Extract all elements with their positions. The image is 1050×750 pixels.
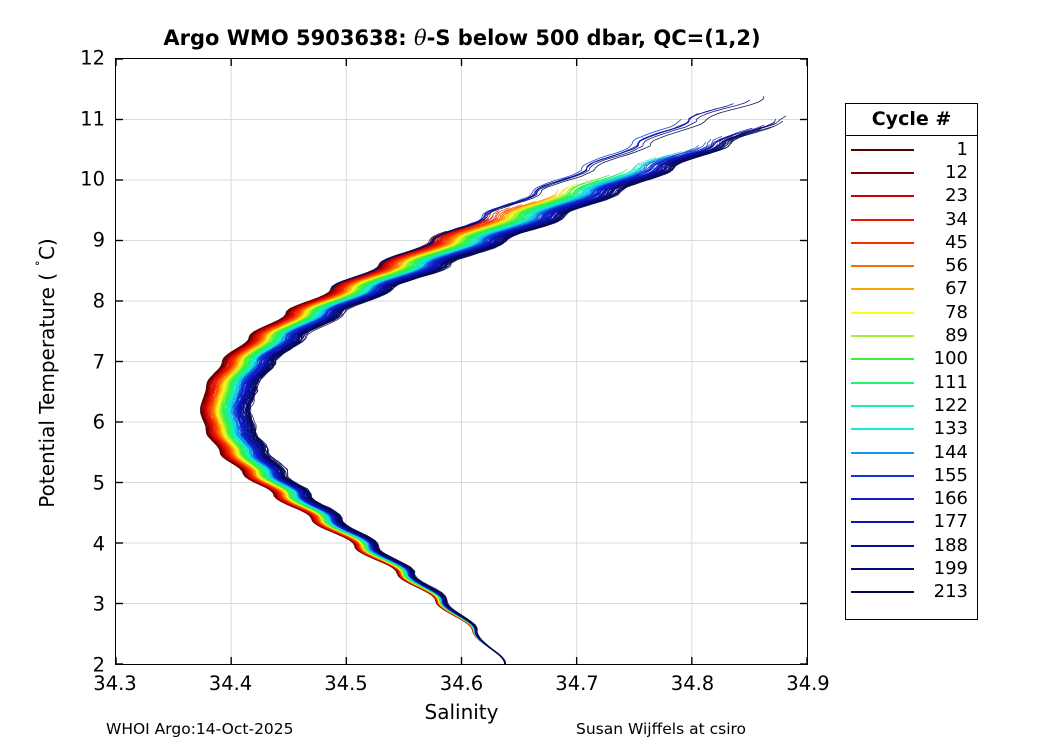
legend-row[interactable]: 1 bbox=[846, 138, 977, 161]
y-tick-label: 4 bbox=[92, 532, 105, 556]
legend-label: 89 bbox=[945, 325, 968, 347]
legend-color-swatch bbox=[851, 591, 914, 594]
legend-title: Cycle # bbox=[846, 104, 977, 136]
legend-row[interactable]: 12 bbox=[846, 161, 977, 184]
y-tick-label: 11 bbox=[80, 107, 105, 131]
legend-color-swatch bbox=[851, 567, 914, 570]
gridlines bbox=[116, 59, 807, 664]
tick-marks bbox=[116, 59, 807, 664]
legend-label: 56 bbox=[945, 255, 968, 277]
legend-row[interactable]: 144 bbox=[846, 441, 977, 464]
legend-label: 67 bbox=[945, 278, 968, 300]
legend-label: 166 bbox=[933, 488, 968, 510]
x-tick-label: 34.6 bbox=[439, 672, 484, 695]
x-tick-label: 34.7 bbox=[555, 672, 599, 695]
legend-row[interactable]: 188 bbox=[846, 534, 977, 557]
legend-color-swatch bbox=[851, 498, 914, 501]
legend-label: 177 bbox=[933, 511, 968, 533]
legend-color-swatch bbox=[851, 195, 914, 198]
legend-row[interactable]: 166 bbox=[846, 487, 977, 510]
legend-row[interactable]: 34 bbox=[846, 208, 977, 231]
legend-color-swatch bbox=[851, 381, 914, 384]
legend-color-swatch bbox=[851, 404, 914, 407]
plot-axes bbox=[115, 58, 808, 665]
legend-label: 199 bbox=[933, 557, 968, 579]
legend-row[interactable]: 177 bbox=[846, 511, 977, 534]
theta-s-profiles bbox=[200, 115, 787, 664]
legend-color-swatch bbox=[851, 335, 914, 338]
legend-items: 1 12 23 34 45 56 67 78 89 100 111 122 133 144 155 166 17… bbox=[846, 136, 977, 604]
legend-color-swatch bbox=[851, 451, 914, 454]
legend-color-swatch bbox=[851, 241, 914, 244]
legend-row[interactable]: 78 bbox=[846, 301, 977, 324]
y-tick-label: 5 bbox=[92, 471, 105, 495]
legend-color-swatch bbox=[851, 544, 914, 547]
legend-label: 133 bbox=[933, 418, 968, 440]
y-axis-label: Potential Temperature ( ˚C) bbox=[35, 238, 59, 508]
legend: Cycle # 1 12 23 34 45 56 67 78 89 100 111 122 133 144… bbox=[845, 103, 978, 620]
legend-color-swatch bbox=[851, 474, 914, 477]
y-tick-label: 9 bbox=[92, 228, 105, 252]
y-tick-label: 3 bbox=[92, 592, 105, 616]
footer-author: Susan Wijffels at csiro bbox=[576, 720, 747, 738]
legend-label: 155 bbox=[933, 464, 968, 486]
legend-label: 188 bbox=[933, 534, 968, 556]
legend-row[interactable]: 155 bbox=[846, 464, 977, 487]
legend-label: 1 bbox=[956, 138, 968, 160]
legend-label: 213 bbox=[933, 581, 968, 603]
legend-row[interactable]: 23 bbox=[846, 185, 977, 208]
legend-label: 100 bbox=[933, 348, 968, 370]
page-title: Argo WMO 5903638: θ-S below 500 dbar, QC… bbox=[115, 26, 809, 50]
theta-s-plot-canvas bbox=[116, 59, 807, 664]
x-tick-label: 34.5 bbox=[324, 672, 368, 695]
legend-color-swatch bbox=[851, 218, 914, 221]
legend-row[interactable]: 213 bbox=[846, 581, 977, 604]
y-tick-label: 10 bbox=[80, 167, 105, 191]
legend-label: 34 bbox=[945, 208, 968, 230]
footer-source: WHOI Argo:14-Oct-2025 bbox=[106, 720, 294, 738]
y-tick-label: 6 bbox=[92, 410, 105, 434]
legend-row[interactable]: 199 bbox=[846, 557, 977, 580]
x-tick-label: 34.4 bbox=[208, 672, 253, 695]
legend-color-swatch bbox=[851, 358, 914, 361]
legend-label: 23 bbox=[945, 185, 968, 207]
legend-color-swatch bbox=[851, 148, 914, 151]
y-tick-label: 2 bbox=[92, 653, 105, 677]
legend-row[interactable]: 111 bbox=[846, 371, 977, 394]
legend-color-swatch bbox=[851, 311, 914, 314]
legend-row[interactable]: 100 bbox=[846, 348, 977, 371]
y-tick-label: 12 bbox=[80, 46, 105, 70]
x-tick-label: 34.3 bbox=[93, 672, 137, 695]
legend-row[interactable]: 133 bbox=[846, 418, 977, 441]
legend-label: 12 bbox=[945, 161, 968, 183]
legend-color-swatch bbox=[851, 428, 914, 431]
x-axis-label: Salinity bbox=[424, 700, 499, 724]
title-suffix: -S below 500 dbar, QC=(1,2) bbox=[426, 26, 761, 50]
x-tick-label: 34.9 bbox=[786, 672, 830, 695]
legend-color-swatch bbox=[851, 521, 914, 524]
legend-row[interactable]: 45 bbox=[846, 231, 977, 254]
legend-color-swatch bbox=[851, 265, 914, 268]
legend-row[interactable]: 89 bbox=[846, 324, 977, 347]
legend-color-swatch bbox=[851, 288, 914, 291]
legend-label: 78 bbox=[945, 301, 968, 323]
legend-row[interactable]: 67 bbox=[846, 278, 977, 301]
x-tick-label: 34.8 bbox=[670, 672, 715, 695]
legend-label: 111 bbox=[933, 371, 968, 393]
legend-label: 144 bbox=[933, 441, 968, 463]
y-tick-label: 8 bbox=[92, 289, 105, 313]
legend-label: 45 bbox=[945, 231, 968, 253]
degree-symbol: ˚ bbox=[36, 260, 51, 267]
legend-row[interactable]: 122 bbox=[846, 394, 977, 417]
y-tick-label: 7 bbox=[92, 350, 105, 373]
theta-symbol: θ bbox=[413, 26, 427, 50]
legend-color-swatch bbox=[851, 171, 914, 174]
title-prefix: Argo WMO 5903638: bbox=[163, 26, 414, 50]
legend-label: 122 bbox=[933, 394, 968, 416]
legend-row[interactable]: 56 bbox=[846, 254, 977, 277]
extended-upper-branch-profiles bbox=[330, 96, 765, 290]
